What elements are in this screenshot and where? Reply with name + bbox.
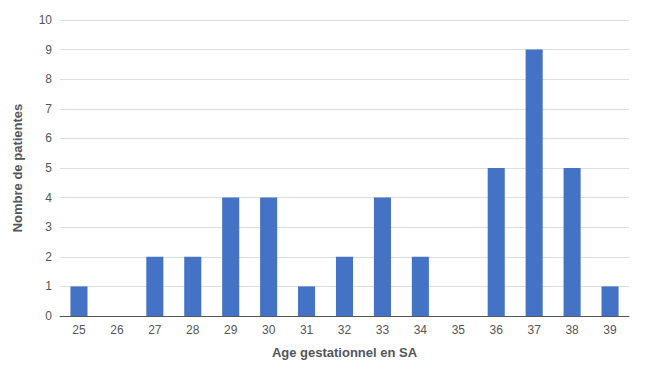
svg-text:30: 30 bbox=[262, 323, 276, 337]
svg-text:5: 5 bbox=[45, 161, 52, 175]
svg-text:27: 27 bbox=[148, 323, 162, 337]
svg-text:8: 8 bbox=[45, 72, 52, 86]
svg-text:7: 7 bbox=[45, 102, 52, 116]
svg-text:35: 35 bbox=[452, 323, 466, 337]
svg-text:31: 31 bbox=[300, 323, 314, 337]
svg-text:3: 3 bbox=[45, 220, 52, 234]
svg-text:2: 2 bbox=[45, 250, 52, 264]
svg-text:32: 32 bbox=[338, 323, 352, 337]
svg-text:28: 28 bbox=[186, 323, 200, 337]
svg-text:29: 29 bbox=[224, 323, 238, 337]
svg-text:33: 33 bbox=[376, 323, 390, 337]
svg-text:37: 37 bbox=[527, 323, 541, 337]
svg-text:39: 39 bbox=[603, 323, 617, 337]
svg-text:26: 26 bbox=[110, 323, 124, 337]
svg-text:0: 0 bbox=[45, 309, 52, 323]
svg-text:Age gestationnel en SA: Age gestationnel en SA bbox=[272, 345, 418, 360]
svg-text:4: 4 bbox=[45, 191, 52, 205]
svg-text:1: 1 bbox=[45, 279, 52, 293]
svg-text:34: 34 bbox=[414, 323, 428, 337]
svg-text:25: 25 bbox=[72, 323, 86, 337]
svg-text:9: 9 bbox=[45, 43, 52, 57]
svg-text:36: 36 bbox=[490, 323, 504, 337]
svg-text:38: 38 bbox=[565, 323, 579, 337]
svg-text:6: 6 bbox=[45, 131, 52, 145]
svg-text:Nombre de patientes: Nombre de patientes bbox=[10, 104, 25, 233]
svg-text:10: 10 bbox=[39, 13, 53, 27]
